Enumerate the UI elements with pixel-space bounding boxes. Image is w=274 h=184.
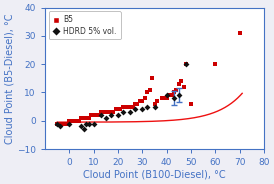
- Point: [172, 91, 176, 94]
- Point: [82, 116, 86, 119]
- Point: [72, 119, 76, 122]
- Point: [87, 122, 91, 125]
- Point: [104, 111, 108, 114]
- Point: [121, 105, 125, 108]
- Point: [121, 111, 125, 114]
- Y-axis label: Cloud Point (B5-Diesel), °C: Cloud Point (B5-Diesel), °C: [4, 13, 14, 144]
- Point: [164, 94, 169, 97]
- Point: [106, 111, 110, 114]
- Point: [118, 108, 123, 111]
- Point: [77, 119, 81, 122]
- Legend: B5, HDRD 5% vol.: B5, HDRD 5% vol.: [49, 11, 121, 39]
- Point: [164, 97, 169, 100]
- Point: [89, 114, 93, 117]
- Point: [87, 116, 91, 119]
- Point: [94, 114, 98, 117]
- Point: [160, 97, 164, 100]
- Point: [135, 102, 140, 105]
- Point: [84, 116, 89, 119]
- Point: [155, 100, 159, 102]
- Point: [116, 108, 120, 111]
- Point: [189, 102, 193, 105]
- Point: [111, 111, 115, 114]
- Point: [96, 114, 101, 117]
- Point: [152, 102, 157, 105]
- Point: [67, 122, 72, 125]
- Point: [109, 114, 113, 117]
- Point: [145, 91, 149, 94]
- Point: [147, 88, 152, 91]
- Point: [60, 122, 64, 125]
- Point: [125, 105, 130, 108]
- Point: [101, 111, 105, 114]
- Point: [130, 105, 135, 108]
- Point: [174, 88, 179, 91]
- Point: [213, 63, 218, 66]
- Point: [167, 94, 171, 97]
- Point: [184, 63, 188, 66]
- Point: [169, 94, 174, 97]
- Point: [67, 119, 72, 122]
- Point: [179, 80, 184, 83]
- Point: [177, 83, 181, 86]
- Point: [79, 116, 84, 119]
- Point: [55, 122, 59, 125]
- Point: [182, 85, 186, 88]
- Point: [145, 105, 149, 108]
- Point: [57, 122, 62, 125]
- Point: [99, 111, 103, 114]
- Point: [177, 94, 181, 97]
- Point: [152, 105, 157, 108]
- Point: [99, 114, 103, 117]
- Point: [184, 63, 188, 66]
- Point: [82, 128, 86, 131]
- Point: [104, 116, 108, 119]
- Point: [172, 97, 176, 100]
- Point: [140, 100, 145, 102]
- Point: [142, 97, 147, 100]
- Point: [138, 100, 142, 102]
- Point: [133, 108, 137, 111]
- Point: [92, 114, 96, 117]
- Point: [128, 105, 132, 108]
- Point: [133, 102, 137, 105]
- Point: [113, 108, 118, 111]
- Point: [140, 108, 145, 111]
- Point: [79, 125, 84, 128]
- Point: [67, 119, 72, 122]
- Point: [55, 122, 59, 125]
- Point: [109, 111, 113, 114]
- Point: [150, 77, 154, 80]
- Point: [238, 32, 242, 35]
- Point: [92, 122, 96, 125]
- Point: [65, 122, 69, 125]
- Point: [75, 119, 79, 122]
- Point: [84, 122, 89, 125]
- Point: [123, 105, 127, 108]
- Point: [67, 122, 72, 125]
- Point: [70, 119, 74, 122]
- Point: [57, 125, 62, 128]
- Point: [62, 122, 67, 125]
- X-axis label: Cloud Point (B100-Diesel), °C: Cloud Point (B100-Diesel), °C: [83, 170, 226, 180]
- Point: [162, 97, 167, 100]
- Point: [116, 114, 120, 117]
- Point: [128, 111, 132, 114]
